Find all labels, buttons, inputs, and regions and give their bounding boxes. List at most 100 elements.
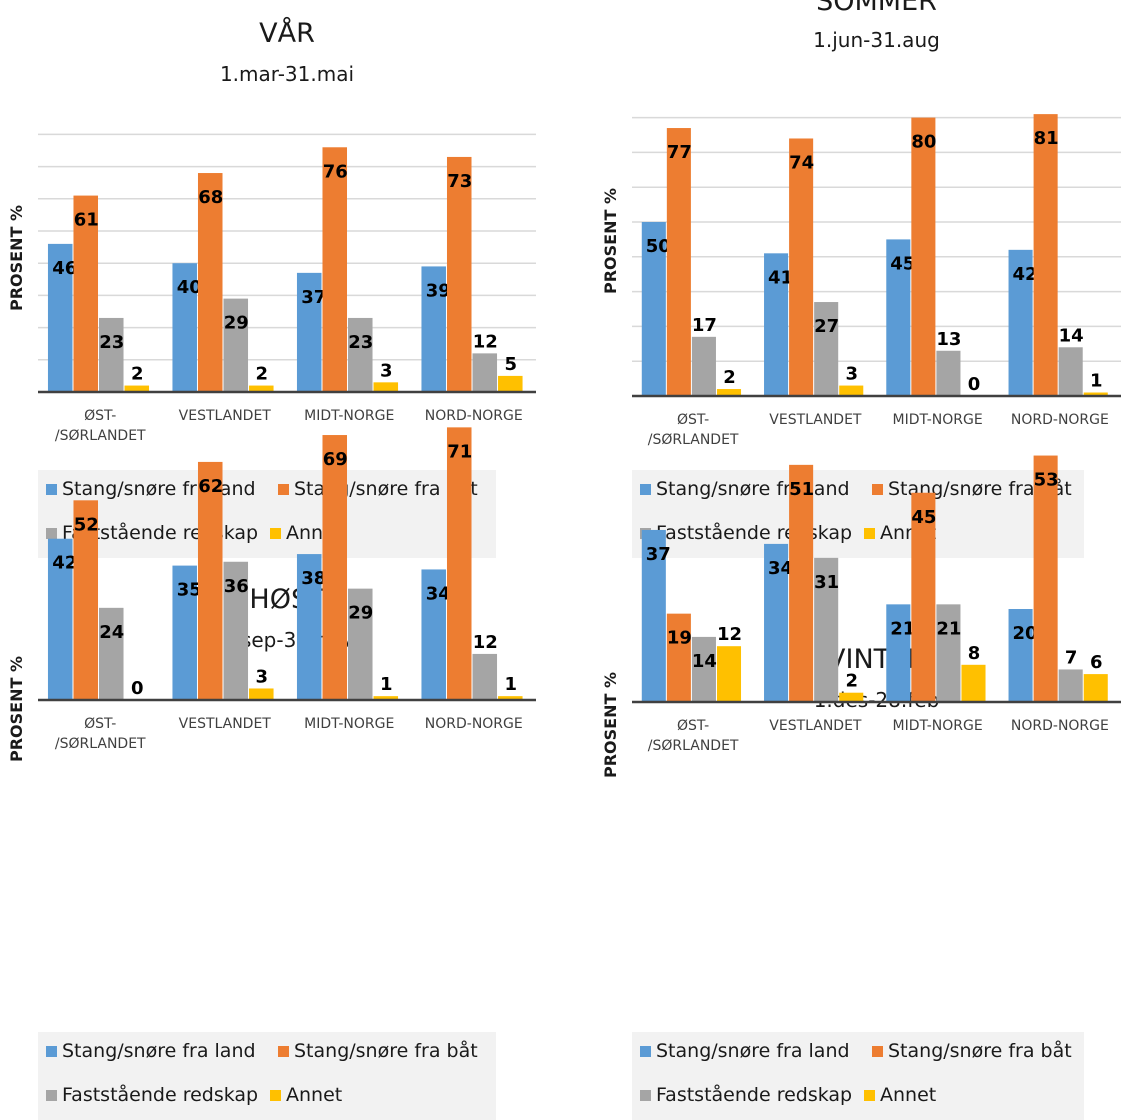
chart-title: VÅR <box>259 18 315 49</box>
bar <box>789 464 814 702</box>
bar <box>789 138 814 397</box>
category-label: NORD-NORGE <box>425 408 523 424</box>
bar <box>348 588 373 700</box>
y-axis-label: PROSENT % <box>601 672 620 778</box>
category-label: MIDT-NORGE <box>893 718 983 734</box>
bar <box>1008 609 1033 702</box>
legend-swatch <box>270 1089 281 1101</box>
bar <box>99 317 124 392</box>
legend-swatch <box>872 1045 883 1057</box>
data-label: 20 <box>1013 623 1038 644</box>
bar <box>1058 669 1083 702</box>
legend-swatch <box>640 1089 651 1101</box>
data-label: 80 <box>911 132 936 153</box>
legend-item: Stang/snøre fra land <box>46 1040 256 1062</box>
category-label: ØST- <box>84 408 116 424</box>
y-axis-label: PROSENT % <box>601 188 620 294</box>
category-label: VESTLANDET <box>769 412 862 428</box>
legend-item: Stang/snøre fra båt <box>872 1040 1072 1062</box>
bar <box>691 336 716 396</box>
data-label: 23 <box>99 332 124 353</box>
bar <box>73 195 99 392</box>
bar <box>172 565 197 700</box>
data-label: 23 <box>348 332 373 353</box>
data-label: 21 <box>936 618 961 639</box>
category-label: NORD-NORGE <box>1011 412 1109 428</box>
legend-label: Faststående redskap <box>656 1084 853 1106</box>
bar <box>641 529 666 702</box>
y-axis-label: PROSENT % <box>7 205 26 311</box>
category-label: ØST- <box>84 716 116 732</box>
bar <box>936 604 961 702</box>
bar <box>666 128 691 397</box>
legend-swatch <box>278 483 289 495</box>
data-label: 2 <box>845 671 858 692</box>
data-label: 35 <box>177 580 202 601</box>
bar <box>961 664 986 702</box>
data-label: 12 <box>473 331 498 352</box>
bar <box>1083 392 1108 396</box>
bar <box>911 117 936 396</box>
data-label: 7 <box>1065 647 1078 668</box>
bar <box>911 492 936 702</box>
legend-swatch <box>864 527 875 539</box>
bar <box>666 613 691 702</box>
legend: Stang/snøre fra land Stang/snøre fra båt F… <box>632 1032 1084 1120</box>
data-label: 34 <box>426 583 451 604</box>
y-axis-label: PROSENT % <box>7 656 26 762</box>
category-label: NORD-NORGE <box>1011 718 1109 734</box>
data-label: 1 <box>505 674 518 695</box>
legend-swatch <box>46 1089 57 1101</box>
data-label: 29 <box>348 603 373 624</box>
data-label: 1 <box>1090 371 1103 392</box>
legend-item: Faststående redskap <box>46 1084 258 1106</box>
legend-swatch <box>46 527 57 539</box>
data-label: 53 <box>1034 470 1059 491</box>
bar <box>839 385 864 396</box>
data-label: 13 <box>936 329 961 350</box>
data-label: 27 <box>814 316 839 337</box>
data-label: 77 <box>667 142 692 163</box>
bar <box>197 173 223 392</box>
data-label: 2 <box>256 364 269 385</box>
category-label: /SØRLANDET <box>648 432 739 448</box>
data-label: 1 <box>380 674 393 695</box>
bar <box>47 243 73 392</box>
data-label: 41 <box>768 267 793 288</box>
data-label: 34 <box>768 558 793 579</box>
legend-swatch <box>864 1089 875 1101</box>
data-label: 50 <box>646 236 671 257</box>
legend-swatch <box>270 527 281 539</box>
bar <box>1083 674 1108 702</box>
data-label: 61 <box>74 210 99 231</box>
bar <box>764 543 789 702</box>
category-label: /SØRLANDET <box>55 428 146 444</box>
bar <box>197 461 223 700</box>
data-label: 74 <box>789 152 814 173</box>
data-label: 71 <box>447 441 472 462</box>
legend-label: Faststående redskap <box>62 1084 259 1106</box>
bar <box>47 538 73 700</box>
data-label: 36 <box>224 576 249 597</box>
bar <box>814 302 839 396</box>
bar <box>1033 455 1058 702</box>
category-label: NORD-NORGE <box>425 716 523 732</box>
bar <box>641 222 666 396</box>
legend-item: Faststående redskap <box>640 1084 852 1106</box>
bar <box>936 350 961 396</box>
data-label: 3 <box>256 666 269 687</box>
bar <box>373 382 399 392</box>
bar <box>249 385 274 392</box>
legend-label: Stang/snøre fra båt <box>294 1040 478 1062</box>
data-label: 40 <box>177 277 202 298</box>
legend-label: Stang/snøre fra båt <box>888 1040 1072 1062</box>
data-label: 12 <box>473 632 498 653</box>
legend: Stang/snøre fra land Stang/snøre fra båt F… <box>38 1032 496 1120</box>
bar <box>764 253 789 396</box>
legend-label: Stang/snøre fra land <box>62 1040 256 1062</box>
category-label: VESTLANDET <box>179 408 272 424</box>
data-label: 81 <box>1034 128 1059 149</box>
legend-item: Annet <box>864 1084 936 1106</box>
